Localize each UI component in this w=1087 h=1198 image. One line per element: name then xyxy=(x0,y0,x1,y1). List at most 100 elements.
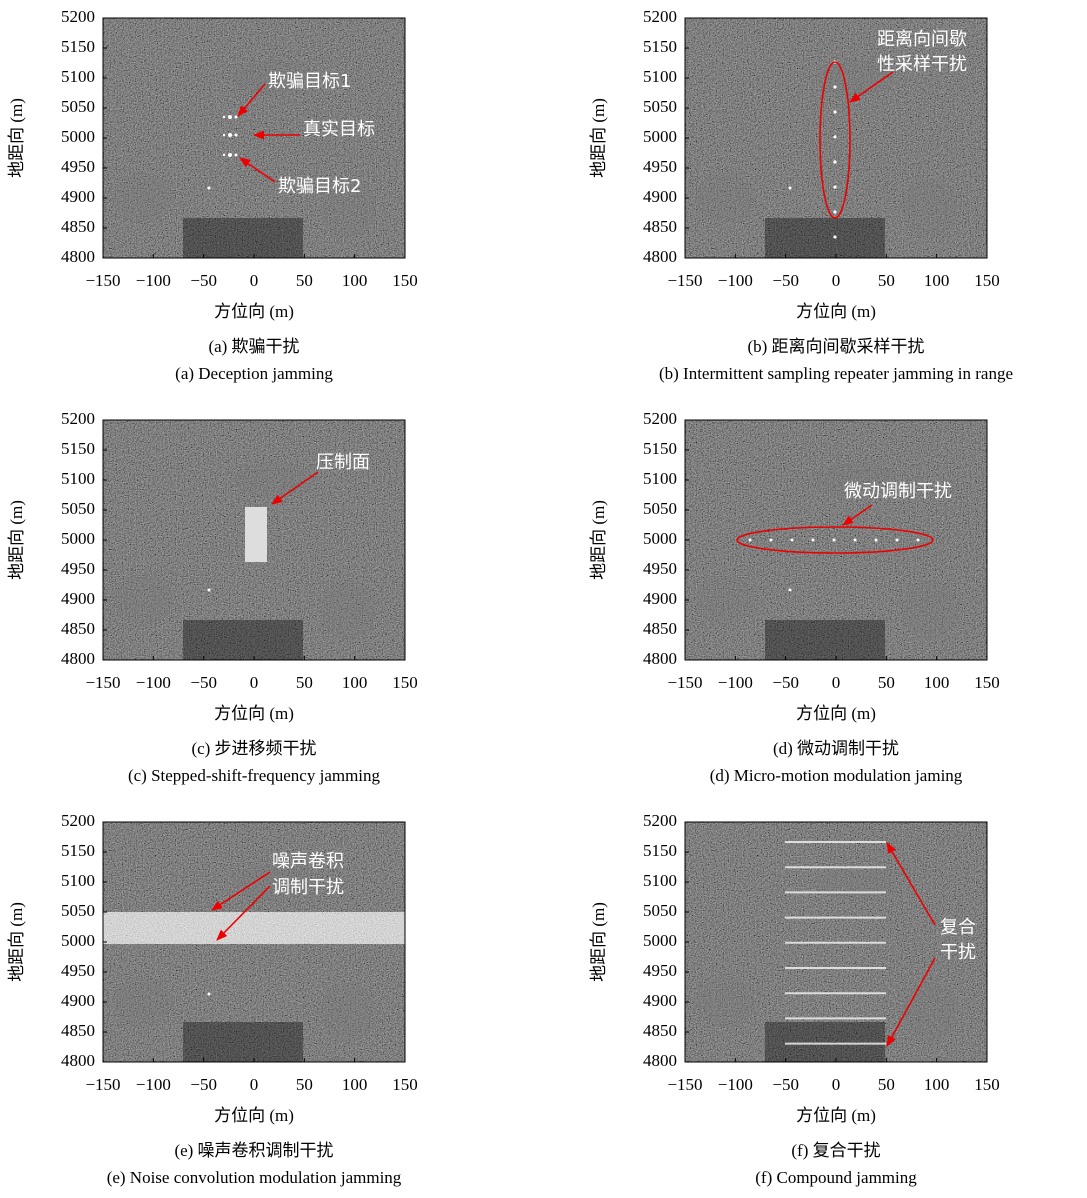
bright-point xyxy=(749,539,752,542)
caption-en: (e) Noise convolution modulation jamming xyxy=(107,1168,402,1187)
caption-en: (c) Stepped-shift-frequency jamming xyxy=(128,766,381,785)
y-tick-label: 4800 xyxy=(61,649,95,668)
bright-point xyxy=(789,589,792,592)
noise-band xyxy=(103,912,405,944)
x-tick-label: −150 xyxy=(85,1075,120,1094)
annotation: 性采样干扰 xyxy=(877,54,967,75)
shadow xyxy=(183,218,303,258)
x-tick-label: 150 xyxy=(392,673,418,692)
x-tick-label: −100 xyxy=(718,1075,753,1094)
y-tick-label: 5050 xyxy=(643,97,677,116)
y-tick-label: 5150 xyxy=(643,439,677,458)
caption-en: (d) Micro-motion modulation jaming xyxy=(710,766,963,785)
x-tick-label: 100 xyxy=(342,1075,368,1094)
x-tick-label: 0 xyxy=(250,673,259,692)
x-tick-label: 0 xyxy=(832,1075,841,1094)
x-tick-label: 50 xyxy=(878,673,895,692)
x-tick-label: −50 xyxy=(772,1075,799,1094)
x-axis-label: 方位向 (m) xyxy=(796,704,876,723)
terrain xyxy=(695,173,755,223)
shadow xyxy=(765,620,885,660)
y-tick-label: 5100 xyxy=(61,67,95,86)
annotation: 微动调制干扰 xyxy=(844,481,952,502)
bright-point xyxy=(208,187,211,190)
y-axis-label: 地距向 (m) xyxy=(589,98,608,178)
bright-point xyxy=(235,116,238,119)
x-axis-label: 方位向 (m) xyxy=(796,302,876,321)
caption-zh: (b) 距离向间歇采样干扰 xyxy=(747,337,924,356)
bright-point xyxy=(228,153,232,157)
x-tick-label: 0 xyxy=(832,673,841,692)
suppression-area xyxy=(245,507,267,562)
x-tick-label: −150 xyxy=(85,673,120,692)
y-tick-label: 4850 xyxy=(643,619,677,638)
y-tick-label: 5200 xyxy=(61,409,95,428)
bright-point xyxy=(812,539,815,542)
y-tick-label: 5150 xyxy=(61,37,95,56)
x-tick-label: 50 xyxy=(296,1075,313,1094)
y-tick-label: 5050 xyxy=(643,901,677,920)
x-tick-label: −150 xyxy=(667,271,702,290)
bright-point xyxy=(208,993,211,996)
bright-point xyxy=(833,160,836,163)
caption-en: (b) Intermittent sampling repeater jammi… xyxy=(659,364,1013,383)
x-tick-label: −50 xyxy=(772,673,799,692)
terrain xyxy=(113,575,173,625)
y-tick-label: 5000 xyxy=(643,127,677,146)
terrain xyxy=(815,864,895,900)
bright-point xyxy=(833,210,836,213)
terrain xyxy=(113,977,173,1027)
y-tick-label: 5200 xyxy=(61,7,95,26)
y-tick-label: 4900 xyxy=(643,991,677,1010)
x-tick-label: −150 xyxy=(667,1075,702,1094)
bright-point xyxy=(896,539,899,542)
bright-point xyxy=(833,110,836,113)
x-axis-label: 方位向 (m) xyxy=(214,704,294,723)
bright-point xyxy=(208,589,211,592)
bright-point xyxy=(223,116,225,118)
caption-zh: (f) 复合干扰 xyxy=(791,1141,880,1160)
y-tick-label: 5000 xyxy=(61,931,95,950)
bright-point xyxy=(854,539,857,542)
y-tick-label: 4800 xyxy=(643,1051,677,1070)
y-tick-label: 5000 xyxy=(61,127,95,146)
y-tick-label: 4950 xyxy=(643,559,677,578)
y-axis-label: 地距向 (m) xyxy=(589,500,608,580)
shadow xyxy=(183,1022,303,1062)
x-tick-label: −50 xyxy=(190,1075,217,1094)
shadow xyxy=(765,1022,885,1062)
x-tick-label: 100 xyxy=(924,673,950,692)
bright-point xyxy=(235,154,238,157)
terrain xyxy=(113,173,173,223)
x-tick-label: 100 xyxy=(342,271,368,290)
bright-point xyxy=(917,539,920,542)
y-tick-label: 4950 xyxy=(643,157,677,176)
terrain xyxy=(320,580,376,640)
annotation: 真实目标 xyxy=(303,119,375,140)
terrain xyxy=(695,977,755,1027)
annotation: 欺骗目标1 xyxy=(268,71,351,92)
bright-point xyxy=(833,135,836,138)
y-tick-label: 4850 xyxy=(61,217,95,236)
x-tick-label: 150 xyxy=(974,673,1000,692)
x-tick-label: 100 xyxy=(924,1075,950,1094)
y-tick-label: 5100 xyxy=(643,871,677,890)
bright-point xyxy=(833,539,836,542)
x-axis-label: 方位向 (m) xyxy=(214,302,294,321)
x-axis-label: 方位向 (m) xyxy=(796,1106,876,1125)
x-tick-label: −150 xyxy=(85,271,120,290)
bright-point xyxy=(833,85,836,88)
y-tick-label: 4850 xyxy=(61,1021,95,1040)
bright-point xyxy=(235,134,238,137)
y-tick-label: 5100 xyxy=(61,469,95,488)
x-axis-label: 方位向 (m) xyxy=(214,1106,294,1125)
y-tick-label: 5000 xyxy=(61,529,95,548)
annotation: 干扰 xyxy=(940,942,976,963)
bright-point xyxy=(833,235,836,238)
terrain xyxy=(902,178,958,238)
y-tick-label: 4950 xyxy=(61,157,95,176)
annotation: 距离向间歇 xyxy=(877,29,967,50)
y-tick-label: 5100 xyxy=(61,871,95,890)
caption-zh: (c) 步进移频干扰 xyxy=(191,739,316,758)
bright-point xyxy=(223,134,225,136)
